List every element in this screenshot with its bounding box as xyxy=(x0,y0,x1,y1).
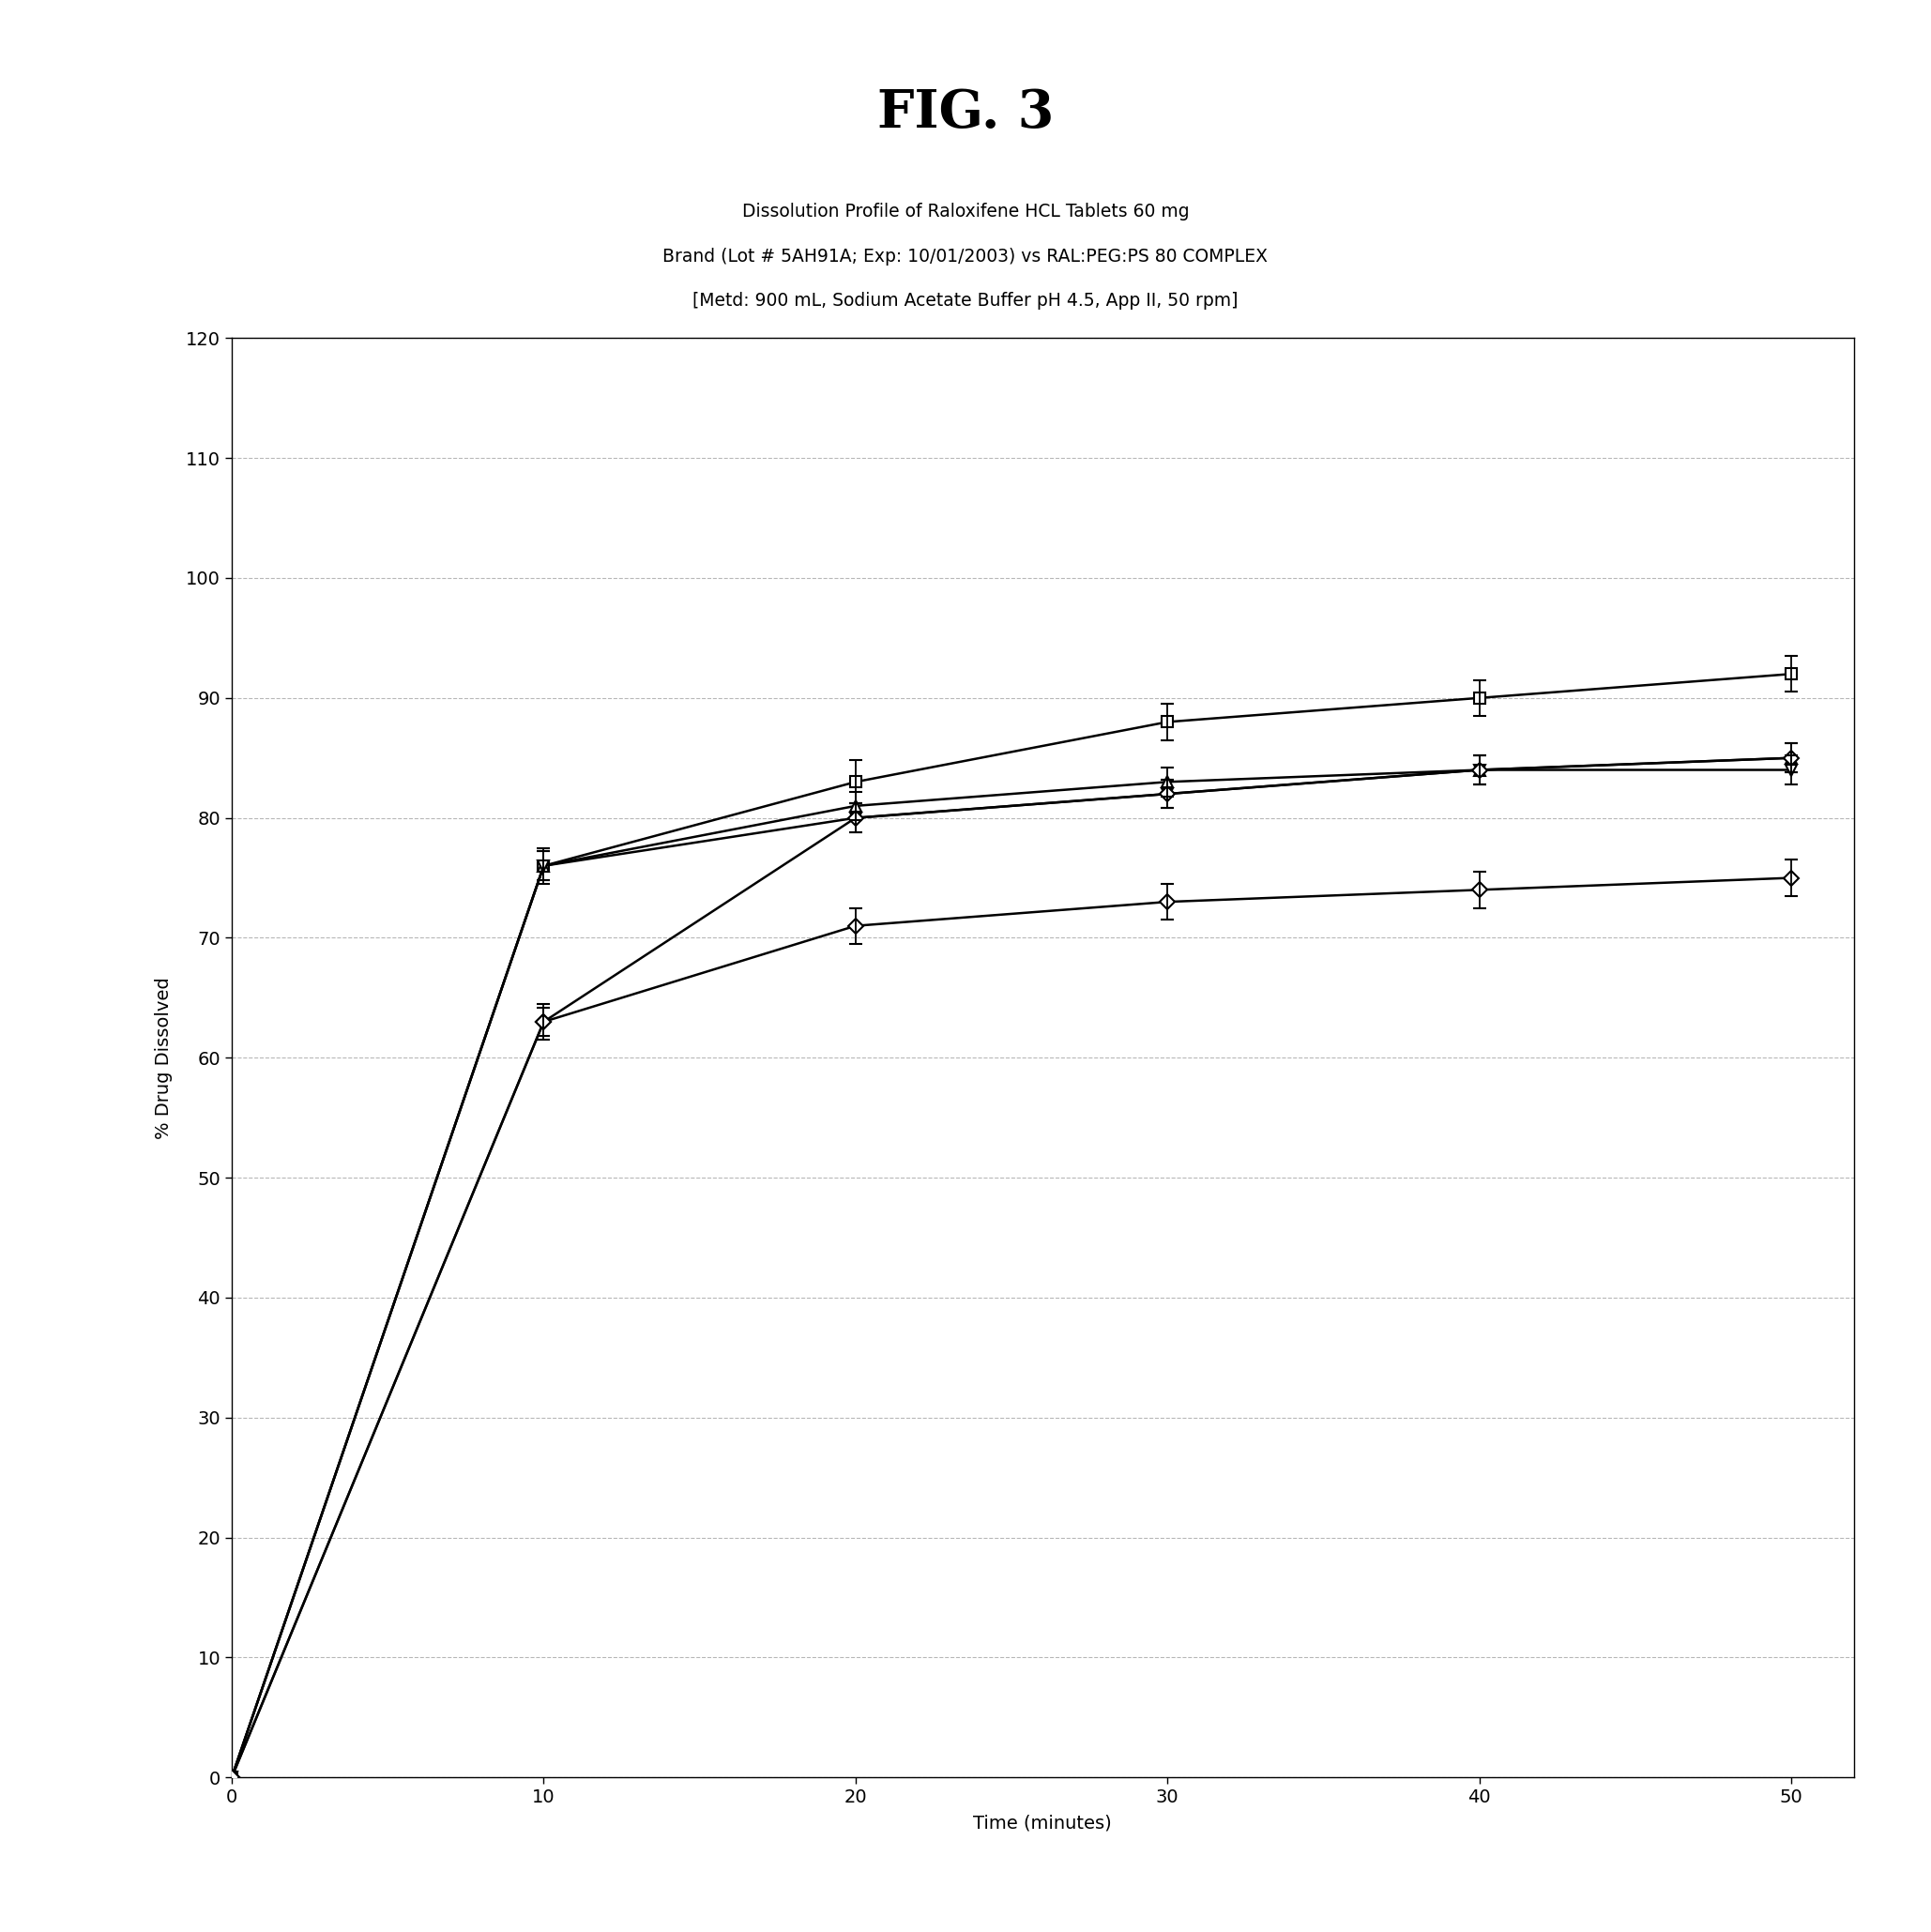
Y-axis label: % Drug Dissolved: % Drug Dissolved xyxy=(154,978,174,1138)
Text: Brand (Lot # 5AH91A; Exp: 10/01/2003) vs RAL:PEG:PS 80 COMPLEX: Brand (Lot # 5AH91A; Exp: 10/01/2003) vs… xyxy=(662,247,1269,265)
Text: [Metd: 900 mL, Sodium Acetate Buffer pH 4.5, App II, 50 rpm]: [Metd: 900 mL, Sodium Acetate Buffer pH … xyxy=(693,292,1238,309)
Text: FIG. 3: FIG. 3 xyxy=(877,87,1054,139)
Text: Dissolution Profile of Raloxifene HCL Tablets 60 mg: Dissolution Profile of Raloxifene HCL Ta… xyxy=(742,203,1189,220)
X-axis label: Time (minutes): Time (minutes) xyxy=(973,1814,1112,1832)
